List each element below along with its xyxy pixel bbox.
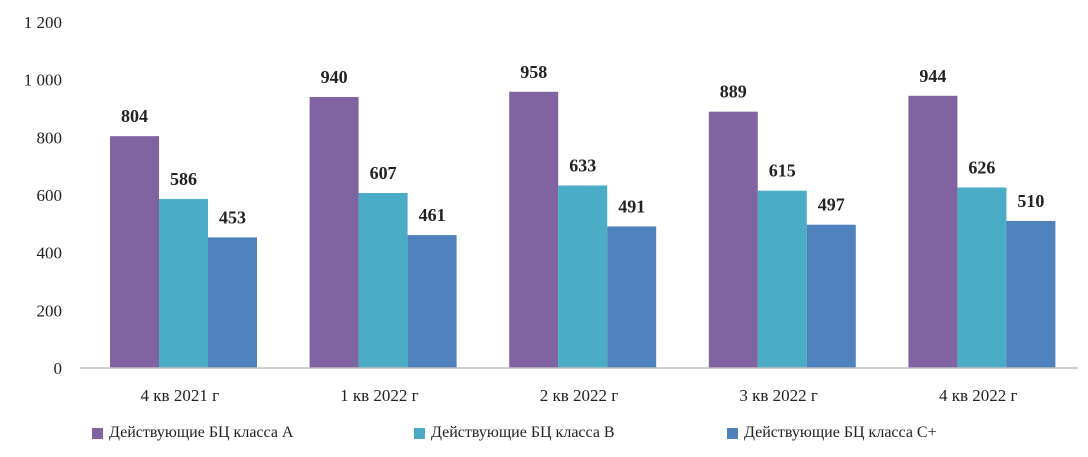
data-label: 497 [818,195,845,215]
data-label: 889 [720,82,747,102]
data-label: 510 [1017,191,1044,211]
y-tick-label: 400 [37,244,63,263]
data-label: 607 [370,163,397,183]
bars [110,91,1056,369]
legend: Действующие БЦ класса А Действующие БЦ к… [92,424,1047,442]
legend-label-class-c: Действующие БЦ класса С+ [744,424,937,441]
data-label: 626 [968,158,995,178]
x-tick-label: 2 кв 2022 г [540,386,619,405]
data-label: 586 [170,169,197,189]
bar [208,237,257,368]
bar [607,226,657,368]
legend-swatch-class-a [92,427,103,439]
bar [110,136,159,368]
legend-swatch-class-b [414,427,425,439]
y-tick-label: 0 [54,359,63,378]
bar [757,190,807,368]
data-label: 940 [321,67,348,87]
bar [806,224,856,368]
data-label: 958 [520,62,547,82]
legend-item-class-c: Действующие БЦ класса С+ [727,424,1047,442]
data-label: 453 [219,207,246,227]
bar [957,187,1007,368]
y-tick-label: 1 000 [24,71,62,90]
legend-label-class-a: Действующие БЦ класса А [109,424,294,441]
y-axis: 0 200 400 600 800 1 000 1 200 [24,13,62,378]
bar [1006,220,1056,368]
bar [908,95,958,369]
data-label: 615 [769,161,796,181]
x-axis: 4 кв 2021 г 1 кв 2022 г 2 кв 2022 г 3 кв 20… [80,367,1078,405]
x-tick-label: 1 кв 2022 г [340,386,419,405]
bar [159,199,208,368]
data-labels: 804 586 453 940 607 461 958 633 491 889 615 497 944 6… [121,62,1044,228]
y-tick-label: 800 [37,128,63,147]
legend-label-class-b: Действующие БЦ класса В [431,424,615,441]
x-tick-label: 4 кв 2022 г [939,386,1018,405]
legend-swatch-class-c [727,427,738,439]
bar [558,185,608,368]
data-label: 944 [919,66,946,86]
data-label: 804 [121,106,148,126]
y-tick-label: 600 [37,186,63,205]
bar [309,96,359,368]
bar [358,192,408,368]
x-tick-label: 4 кв 2021 г [141,386,220,405]
data-label: 461 [419,205,446,225]
data-label: 491 [618,196,645,216]
bar [708,111,758,369]
y-tick-label: 1 200 [24,13,62,32]
bar [509,91,559,368]
legend-item-class-b: Действующие БЦ класса В [414,424,727,442]
bar [407,235,457,368]
legend-item-class-a: Действующие БЦ класса А [92,424,414,442]
x-tick-label: 3 кв 2022 г [739,386,818,405]
y-tick-label: 200 [37,301,63,320]
data-label: 633 [569,155,596,175]
